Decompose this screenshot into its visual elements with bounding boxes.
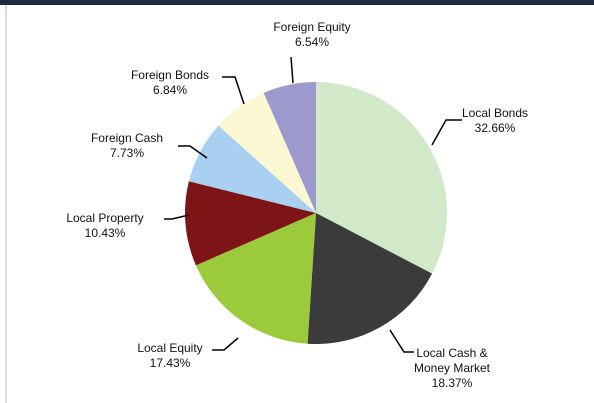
leader-line (212, 337, 239, 351)
category-label: Local Property (66, 211, 144, 225)
leader-line (431, 119, 462, 146)
slice-label: Local Bonds 32.66% (450, 106, 540, 136)
category-label: Local Bonds (461, 106, 529, 120)
value-label: 7.73% (109, 146, 145, 160)
slice-label: Foreign Bonds 6.84% (120, 68, 220, 98)
value-label: 6.84% (152, 83, 188, 97)
slice-label: Local Cash & Money Market 18.37% (397, 346, 507, 391)
value-label: 32.66% (474, 121, 516, 135)
leader-line (164, 214, 190, 220)
leader-line (389, 329, 414, 353)
category-label: Local Equity (137, 341, 203, 355)
slice-label: Local Equity 17.43% (125, 341, 215, 371)
slice-label: Foreign Cash 7.73% (82, 131, 172, 161)
pie-slice (218, 92, 316, 213)
leader-line (290, 56, 294, 84)
leader-lines (164, 56, 462, 353)
category-label: Foreign Equity (273, 20, 351, 34)
leader-line (222, 76, 245, 105)
top-bar (0, 0, 594, 5)
pie-slice (188, 125, 316, 213)
category-label: Local Cash & Money Market (413, 346, 491, 375)
value-label: 17.43% (149, 356, 191, 370)
value-label: 18.37% (431, 376, 473, 390)
category-label: Foreign Cash (90, 131, 164, 145)
category-label: Foreign Bonds (130, 68, 210, 82)
value-label: 10.43% (84, 226, 126, 240)
pie-slice (185, 181, 316, 266)
pie-slice (195, 213, 316, 344)
value-label: 6.54% (294, 35, 330, 49)
slice-label: Foreign Equity 6.54% (262, 20, 362, 50)
pie-slice (263, 82, 316, 213)
leader-line (178, 145, 208, 159)
pie-slice (307, 213, 433, 344)
slice-label: Local Property 10.43% (50, 211, 160, 241)
pie-slice (316, 82, 447, 274)
